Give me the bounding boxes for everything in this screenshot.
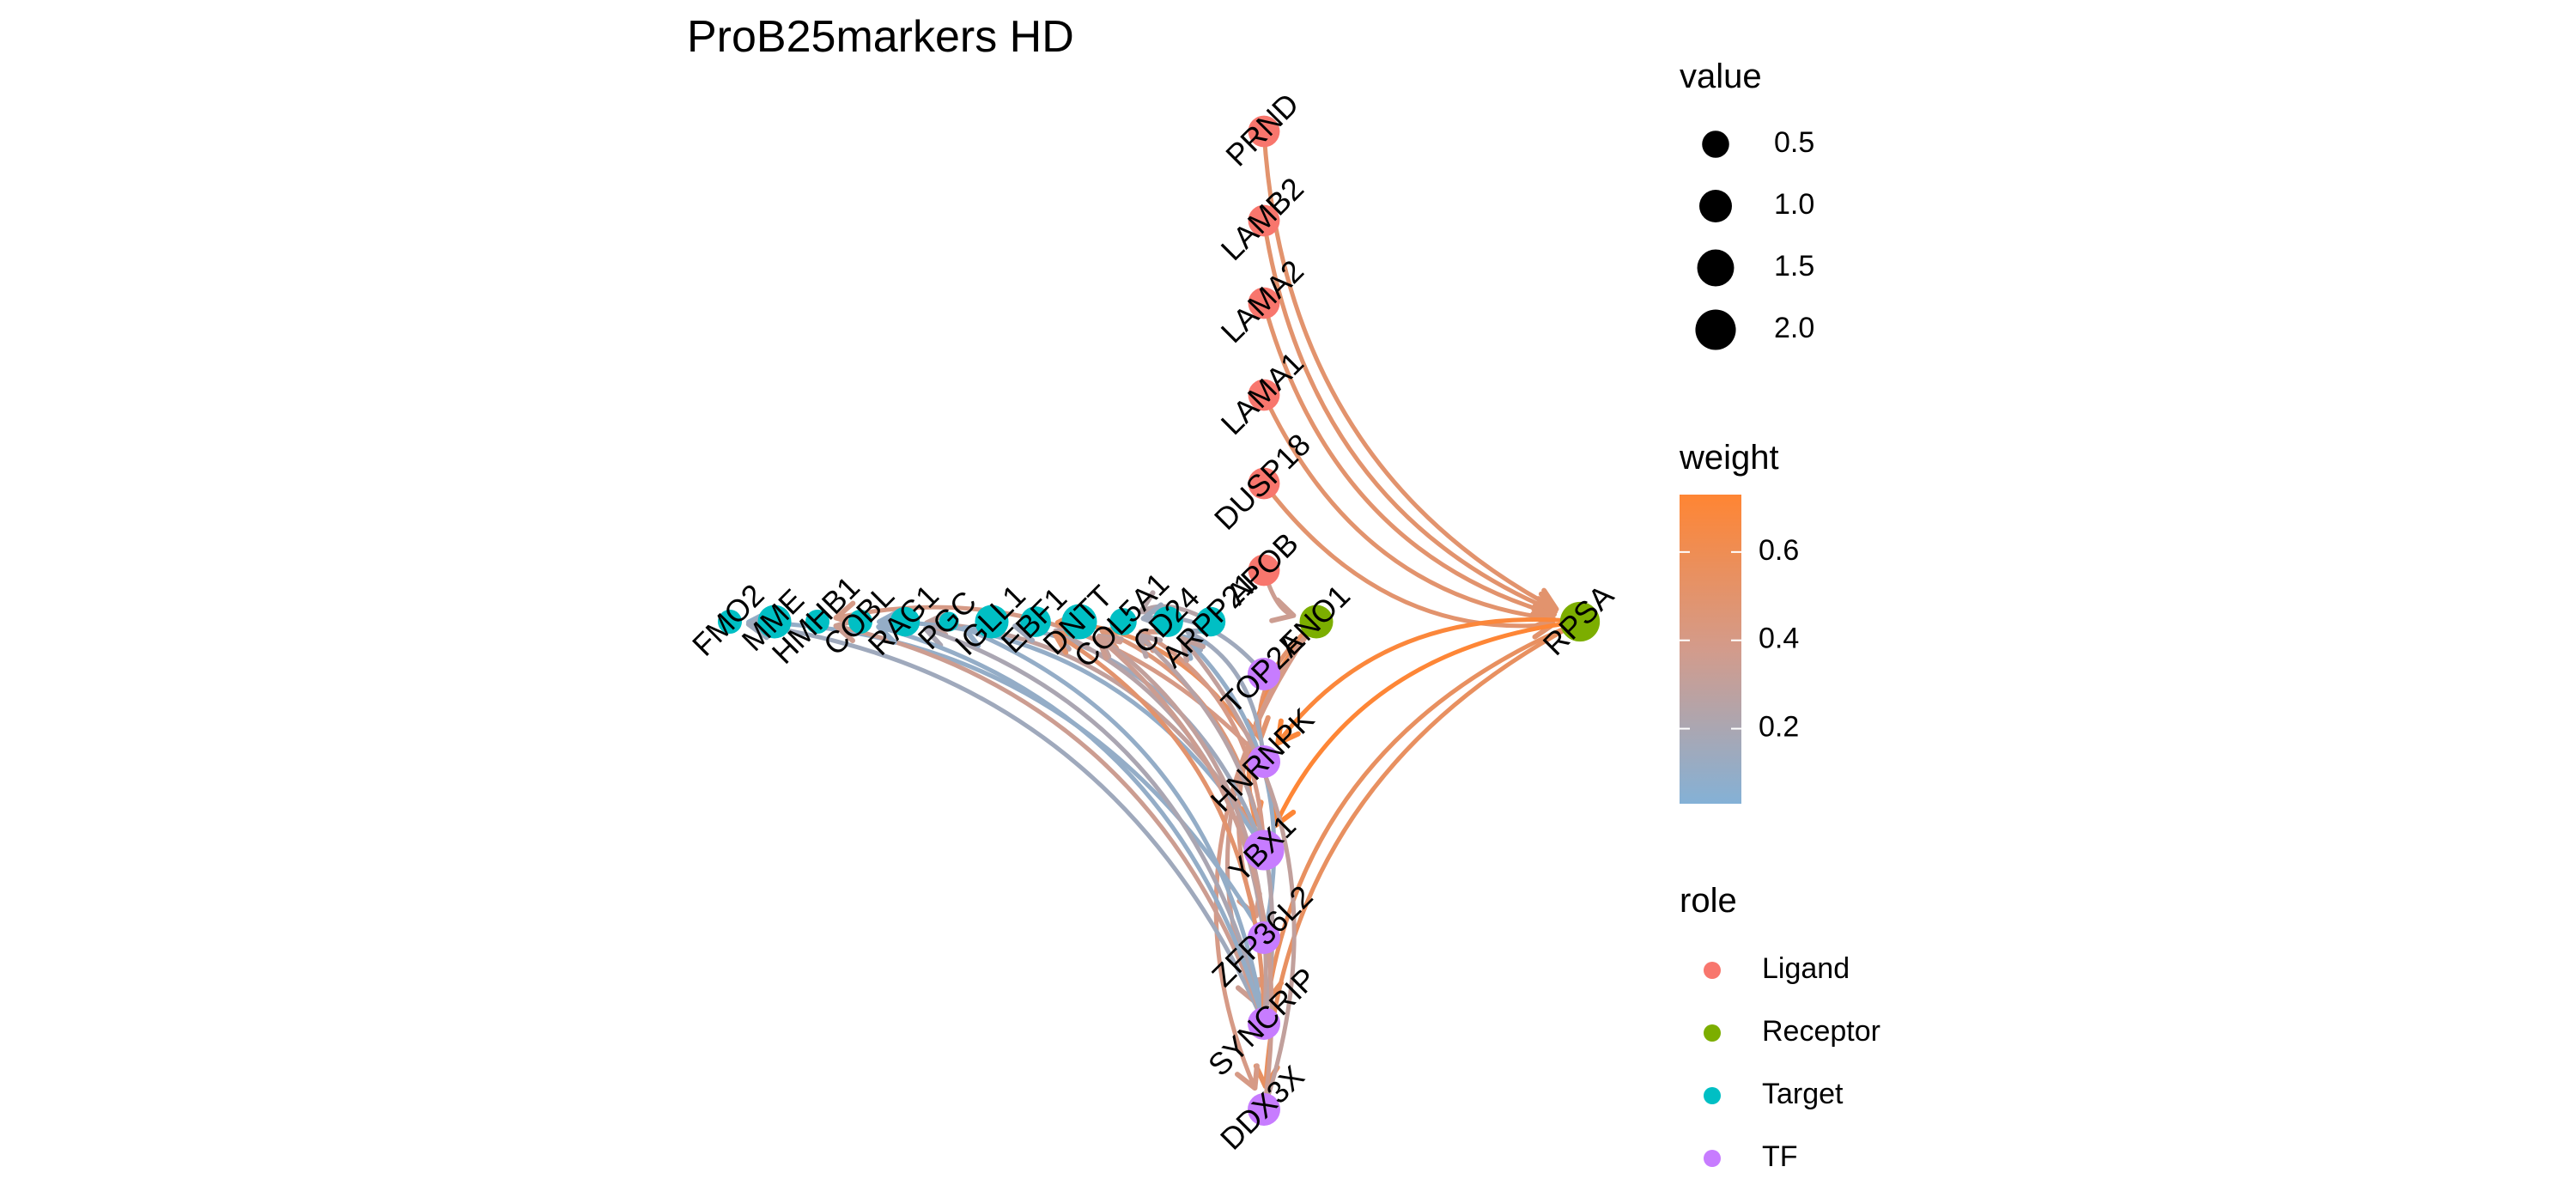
legend-weight: weight 0.6 0.4 0.2 bbox=[1679, 439, 1799, 804]
edge-SYNCRIP-to-RAG1 bbox=[923, 626, 1267, 1026]
node-rag1 bbox=[890, 606, 920, 637]
edge-LAMB2-to-RPSA bbox=[1261, 218, 1558, 614]
node-label-dusp18: DUSP18 bbox=[1207, 427, 1317, 537]
node-zfp36l2 bbox=[1248, 921, 1280, 954]
edge-SYNCRIP-to-HMHB1 bbox=[833, 623, 1267, 1026]
legend-role-entries: Ligand Receptor Target TF bbox=[1704, 952, 1880, 1173]
edge-arrowhead-SYNCRIP-to-COL5A1 bbox=[1135, 632, 1163, 659]
legend-value-label: 1.5 bbox=[1774, 250, 1814, 283]
node-ybx1 bbox=[1243, 830, 1285, 871]
legend-value-label: 1.0 bbox=[1774, 188, 1814, 221]
legend-role-label: Ligand bbox=[1762, 952, 1850, 985]
node-cobl bbox=[848, 609, 873, 635]
legend-value-label: 0.5 bbox=[1774, 126, 1814, 159]
node-lama2 bbox=[1248, 287, 1280, 319]
edge-SYNCRIP-to-COBL bbox=[876, 624, 1267, 1026]
edge-DUSP18-to-RPSA bbox=[1261, 481, 1556, 629]
legend-role-swatch-ligand bbox=[1704, 962, 1721, 979]
legend-role-label: Receptor bbox=[1762, 1015, 1880, 1048]
edge-arrowhead-LAMB2-to-RPSA bbox=[1530, 591, 1558, 617]
node-col5a1 bbox=[1109, 608, 1137, 635]
node-lamb2 bbox=[1248, 204, 1280, 237]
legend-role-label: Target bbox=[1762, 1078, 1844, 1110]
edge-arrowhead-ENO1-to-DDX3X bbox=[1234, 1063, 1260, 1091]
node-dusp18 bbox=[1248, 467, 1280, 500]
node-hnrnpk bbox=[1248, 745, 1280, 778]
node-eno1 bbox=[1299, 605, 1334, 639]
edge-ENO1-to-DDX3X bbox=[1213, 619, 1319, 1091]
node-pgc bbox=[939, 611, 959, 632]
legend-role-swatch-receptor bbox=[1704, 1024, 1721, 1042]
edge-arrowhead-DDX3X-to-CD24 bbox=[1179, 635, 1206, 664]
edge-arrowhead-RPSA-to-HNRNPK bbox=[1275, 718, 1301, 746]
node-fmo2 bbox=[717, 609, 743, 635]
edge-YBX1-to-COL5A1 bbox=[1139, 629, 1267, 853]
node-mme bbox=[757, 605, 792, 639]
node-label-prnd: PRND bbox=[1218, 86, 1305, 173]
edge-SYNCRIP-to-PGC bbox=[962, 626, 1267, 1026]
node-prnd bbox=[1248, 115, 1280, 148]
node-arpp21 bbox=[1195, 606, 1226, 637]
legend-value-title: value bbox=[1680, 58, 1762, 95]
edge-RPSA-to-SYNCRIP bbox=[1265, 619, 1583, 1003]
edge-DDX3X-to-CD24 bbox=[1180, 636, 1297, 1112]
legend-weight-title: weight bbox=[1679, 439, 1779, 477]
legend-value-swatch bbox=[1702, 131, 1729, 158]
node-lama1 bbox=[1248, 379, 1280, 411]
chart-title: ProB25markers HD bbox=[687, 12, 1074, 62]
node-label-lamb2: LAMB2 bbox=[1214, 171, 1310, 267]
edge-SYNCRIP-to-DNTT bbox=[1097, 634, 1268, 1026]
node-apob bbox=[1248, 554, 1280, 586]
legend-role-swatch-target bbox=[1704, 1087, 1721, 1104]
legend-role-swatch-tf bbox=[1704, 1150, 1721, 1167]
legend-value-swatch bbox=[1699, 190, 1732, 222]
node-syncrip bbox=[1248, 1007, 1280, 1040]
edge-RPSA-to-DDX3X bbox=[1263, 619, 1583, 1089]
node-rpsa bbox=[1559, 601, 1601, 642]
legend-weight-tick-label: 0.2 bbox=[1759, 711, 1799, 744]
legend-weight-tick-label: 0.4 bbox=[1759, 623, 1799, 655]
legend-value-swatch bbox=[1697, 249, 1735, 287]
legend-value: value 0.5 1.0 1.5 2.0 bbox=[1680, 58, 1814, 350]
node-cd24 bbox=[1152, 606, 1183, 637]
legend-role-label: TF bbox=[1762, 1140, 1798, 1173]
edge-arrowhead-DDX3X-to-DNTT bbox=[1095, 635, 1123, 661]
legend-value-swatch bbox=[1695, 309, 1736, 350]
legend-weight-ticks: 0.6 0.4 0.2 bbox=[1680, 534, 1799, 744]
node-ebf1 bbox=[1020, 606, 1051, 637]
legend-role: role Ligand Receptor Target TF bbox=[1680, 882, 1880, 1173]
legend-weight-colorbar bbox=[1680, 495, 1741, 804]
edge-LAMA2-to-RPSA bbox=[1261, 301, 1557, 617]
legend-weight-tick-label: 0.6 bbox=[1759, 534, 1799, 567]
nodes-layer bbox=[717, 115, 1601, 1126]
node-ddx3x bbox=[1248, 1093, 1280, 1126]
edge-SYNCRIP-to-FMO2 bbox=[746, 622, 1267, 1026]
edge-arrowhead-APOB-to-ENO1 bbox=[1269, 597, 1297, 623]
node-igll1 bbox=[975, 605, 1009, 639]
node-hmhb1 bbox=[805, 609, 830, 635]
edge-RPSA-to-YBX1 bbox=[1273, 619, 1583, 828]
edge-LAMA1-to-RPSA bbox=[1261, 392, 1556, 622]
legend-value-label: 2.0 bbox=[1774, 312, 1814, 344]
legend-value-entries: 0.5 1.0 1.5 2.0 bbox=[1695, 126, 1814, 350]
edge-RPSA-to-HNRNPK bbox=[1275, 617, 1583, 745]
node-dntt bbox=[1061, 604, 1097, 640]
node-top2a bbox=[1248, 658, 1280, 690]
legend-role-title: role bbox=[1680, 882, 1737, 920]
